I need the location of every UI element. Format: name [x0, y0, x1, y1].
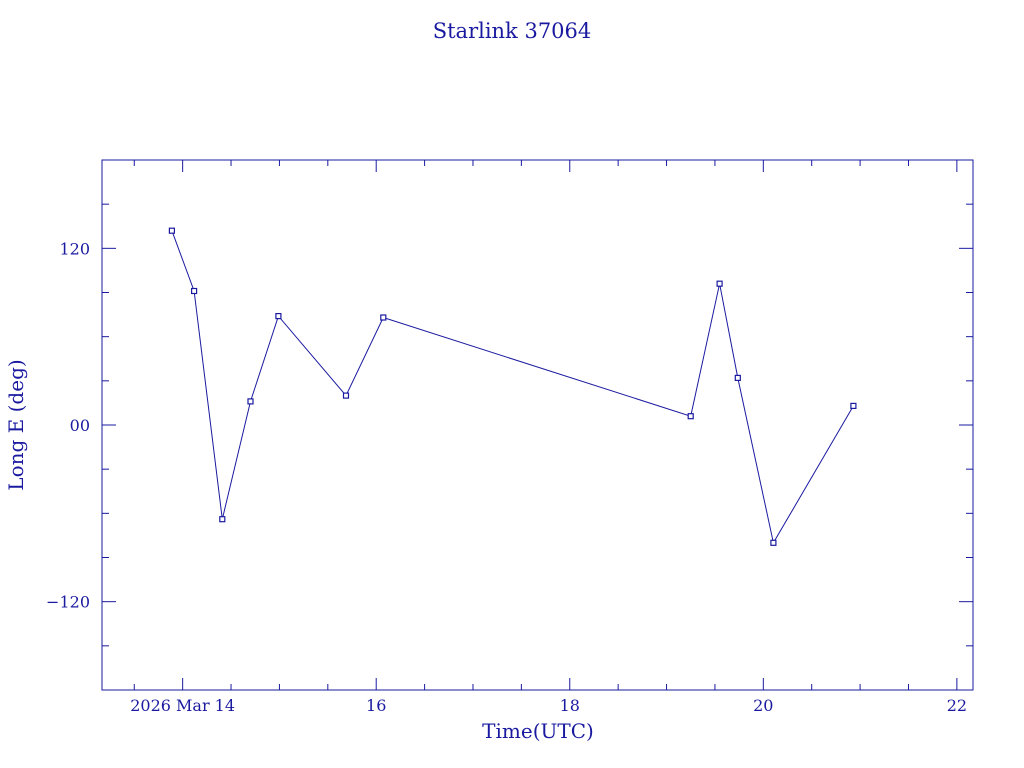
tick-labels: 2026 Mar 14 16 18 20 22 120 00 −120 [46, 239, 967, 715]
axis-ticks [102, 160, 973, 690]
x-tick-label: 2026 Mar 14 [130, 696, 235, 715]
data-point [770, 539, 777, 546]
y-tick-label: 00 [70, 416, 90, 435]
series-line [171, 230, 854, 545]
x-tick-label: 16 [366, 696, 386, 715]
chart-title: Starlink 37064 [433, 19, 592, 43]
data-point [850, 402, 857, 409]
data-point [734, 374, 741, 381]
x-axis-label: Time(UTC) [482, 719, 594, 743]
x-tick-label: 22 [947, 696, 967, 715]
data-point [191, 287, 198, 295]
data-point [219, 516, 226, 523]
data-markers [168, 227, 857, 546]
data-point [168, 227, 175, 234]
data-point [716, 280, 723, 287]
y-axis-label: Long E (deg) [4, 359, 28, 490]
data-point [380, 314, 387, 321]
y-tick-label: −120 [46, 593, 90, 612]
x-tick-label: 18 [560, 696, 580, 715]
x-tick-label: 20 [753, 696, 773, 715]
data-point [342, 392, 350, 399]
data-point [275, 313, 282, 320]
y-tick-label: 120 [59, 239, 90, 258]
data-point [687, 413, 694, 420]
data-point [247, 398, 254, 405]
